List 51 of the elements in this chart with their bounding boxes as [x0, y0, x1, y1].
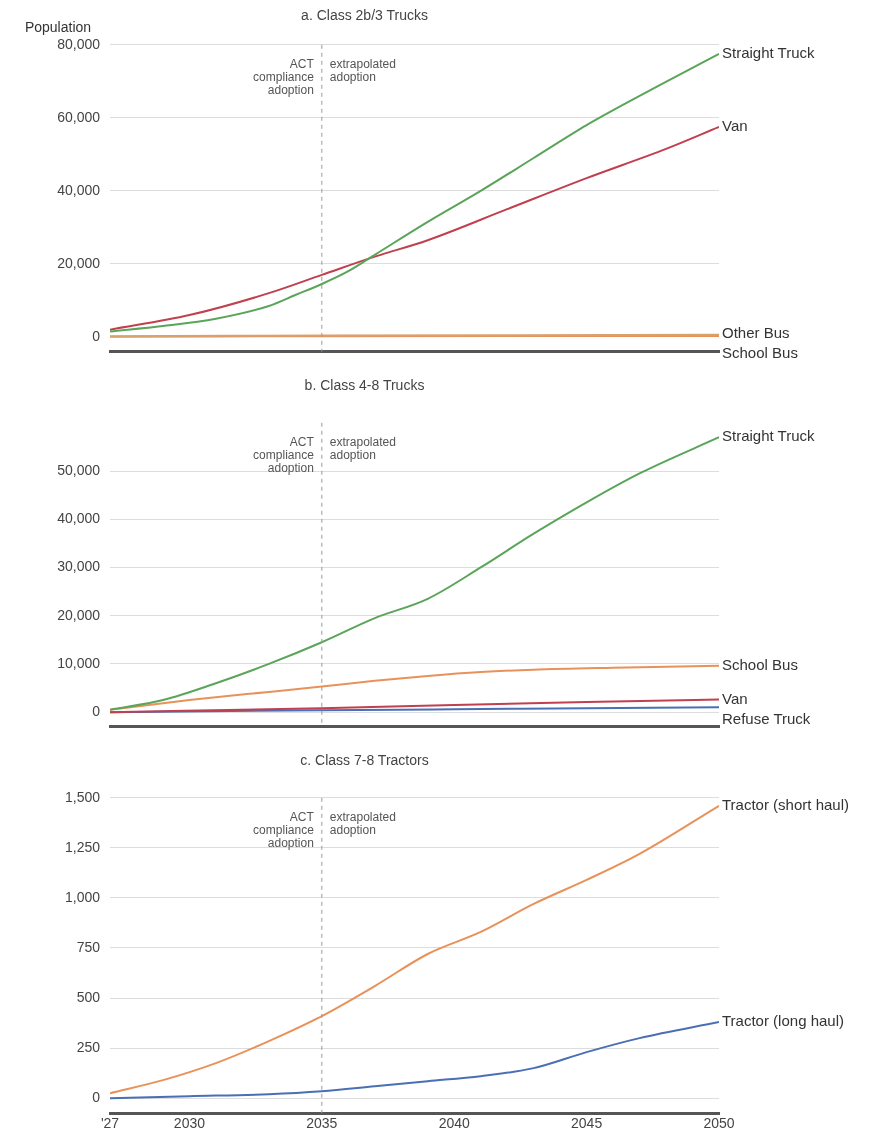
series-label: Van [722, 689, 748, 707]
x-tick-label: 2050 [703, 1115, 735, 1132]
series-label: Straight Truck [722, 427, 816, 445]
series-label: Van [722, 117, 748, 135]
series-label: Tractor (long haul) [722, 1012, 844, 1030]
x-tick-label: 2045 [571, 1115, 603, 1132]
line-series [110, 1021, 719, 1100]
y-tick-label: 40,000 [57, 510, 101, 527]
annotation: extrapolated adoption [329, 57, 396, 85]
y-tick-label: 50,000 [57, 461, 101, 478]
annotation: ACT compliance adoption [253, 810, 315, 851]
series-label: Refuse Truck [722, 709, 811, 727]
annotation: ACT compliance adoption [253, 435, 315, 476]
y-tick-label: 80,000 [57, 35, 101, 52]
line-series [110, 698, 719, 714]
y-tick-label: 0 [92, 327, 101, 344]
series-label: School Bus [722, 343, 798, 361]
x-tick-label: 2035 [306, 1115, 338, 1132]
annotation: extrapolated adoption [329, 810, 396, 838]
y-tick-label: 1,250 [64, 838, 101, 855]
chart-title: b. Class 4-8 Trucks [304, 377, 425, 394]
y-axis-title: Population [24, 18, 92, 35]
line-series [110, 436, 719, 711]
y-tick-label: 40,000 [57, 181, 101, 198]
y-tick-label: 500 [76, 988, 101, 1005]
y-tick-label: 20,000 [57, 254, 101, 271]
y-tick-label: 30,000 [57, 558, 101, 575]
y-tick-label: 250 [76, 1038, 101, 1055]
series-label: Straight Truck [722, 44, 816, 62]
y-tick-label: 0 [92, 702, 101, 719]
line-series [110, 664, 719, 711]
y-tick-label: 1,500 [64, 788, 101, 805]
line-series [110, 804, 719, 1095]
annotation: ACT compliance adoption [253, 57, 315, 98]
chart-title: c. Class 7-8 Tractors [300, 752, 429, 769]
line-series [110, 125, 719, 331]
annotation: extrapolated adoption [329, 435, 396, 463]
x-tick-label: '27 [100, 1115, 120, 1132]
chart-title: a. Class 2b/3 Trucks [301, 7, 428, 24]
series-label: Other Bus [722, 323, 790, 341]
y-tick-label: 10,000 [57, 654, 101, 671]
series-label: School Bus [722, 655, 798, 673]
series-label: Tractor (short haul) [722, 795, 849, 813]
x-tick-label: 2040 [438, 1115, 470, 1132]
y-tick-label: 20,000 [57, 606, 101, 623]
y-tick-label: 0 [92, 1089, 101, 1106]
y-tick-label: 1,000 [64, 888, 101, 905]
y-tick-label: 60,000 [57, 108, 101, 125]
y-tick-label: 750 [76, 938, 101, 955]
x-tick-label: 2030 [173, 1115, 206, 1132]
line-series [110, 52, 719, 333]
